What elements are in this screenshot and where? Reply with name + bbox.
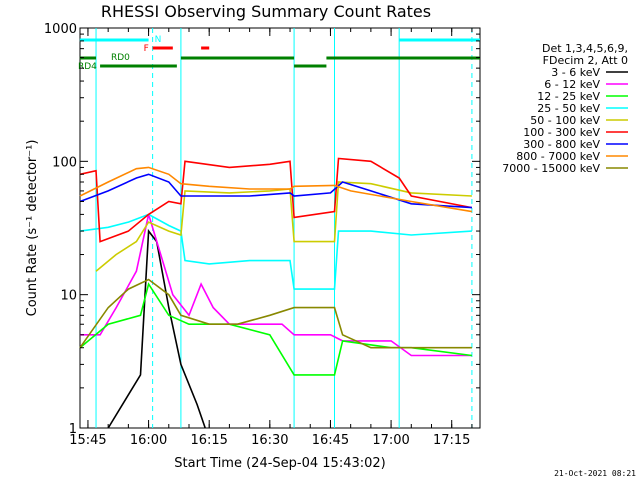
plot-area: NF RD0 RD4 <box>78 27 481 429</box>
legend-entry-label: 800 - 7000 keV <box>516 150 600 163</box>
series-line <box>107 228 206 429</box>
series-line <box>79 166 473 213</box>
legend-entry-label: 12 - 25 keV <box>537 90 600 103</box>
legend-header-line-1: Det 1,3,4,5,6,9, <box>542 42 628 55</box>
legend-entry-label: 3 - 6 keV <box>551 66 600 79</box>
y-tick-label: 100 <box>52 155 77 170</box>
legend-entry-label: 7000 - 15000 keV <box>502 162 600 175</box>
series-line <box>79 157 473 243</box>
legend-entry-label: 300 - 800 keV <box>523 138 600 151</box>
series-line <box>79 282 473 376</box>
legend-entry-label: 100 - 300 keV <box>523 126 600 139</box>
x-tick-label: 16:45 <box>312 433 349 448</box>
flag-bars: NF RD0 RD4 <box>78 35 480 72</box>
footer-date: 21-Oct-2021 08:21 <box>554 469 636 478</box>
y-tick-label: 10 <box>60 289 77 304</box>
y-tick-label: 1000 <box>44 22 77 37</box>
y-tick-label: 1 <box>69 422 77 437</box>
series-lines <box>79 157 473 429</box>
series-line <box>79 278 472 349</box>
series-line <box>95 181 472 272</box>
x-tick-label: 15:45 <box>69 433 106 448</box>
y-axis-ticks: 1 10 100 1000 <box>44 22 480 437</box>
legend-entry-label: 6 - 12 keV <box>544 78 600 91</box>
x-tick-label: 16:15 <box>190 433 227 448</box>
x-tick-label: 17:00 <box>372 433 409 448</box>
legend-entry-label: 50 - 100 keV <box>530 114 600 127</box>
series-line <box>79 213 472 290</box>
x-axis-ticks: 15:45 16:00 16:15 16:30 16:45 17:00 17:15 <box>69 28 473 448</box>
legend-entry-label: 25 - 50 keV <box>537 102 600 115</box>
x-tick-label: 17:15 <box>433 433 470 448</box>
plot-frame <box>79 27 481 429</box>
x-tick-label: 16:30 <box>251 433 288 448</box>
x-tick-label: 16:00 <box>130 433 167 448</box>
chart-title: RHESSI Observing Summary Count Rates <box>101 2 431 21</box>
flag-label-f: F <box>144 44 149 54</box>
legend: Det 1,3,4,5,6,9, FDecim 2, Att 0 3 - 6 k… <box>502 42 628 175</box>
x-axis-label: Start Time (24-Sep-04 15:43:02) <box>174 456 385 471</box>
flag-label-rd0: RD0 <box>111 53 130 63</box>
flag-label-rd4: RD4 <box>78 62 97 72</box>
legend-header-line-2: FDecim 2, Att 0 <box>543 54 628 67</box>
flag-label-n: N <box>155 35 162 45</box>
y-axis-label: Count Rate (s⁻¹ detector⁻¹) <box>25 140 40 317</box>
series-line <box>79 173 472 209</box>
